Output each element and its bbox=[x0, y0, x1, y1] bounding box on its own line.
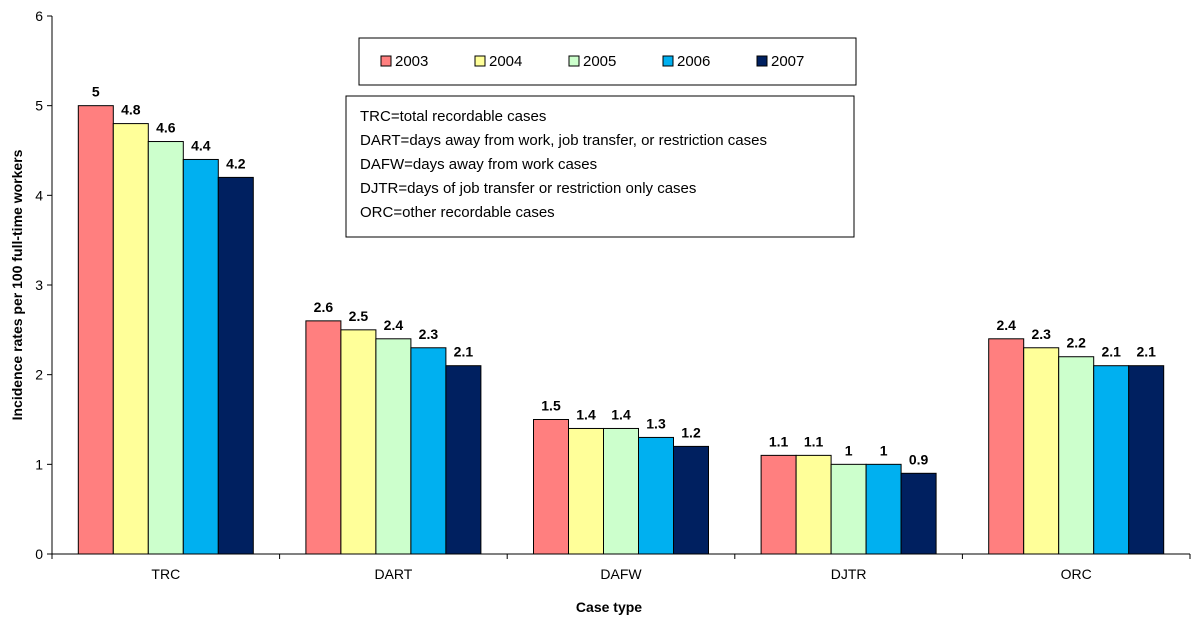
notes-box bbox=[345, 95, 855, 238]
y-axis-title: Incidence rates per 100 full-time worker… bbox=[9, 149, 25, 420]
data-label: 2.6 bbox=[314, 299, 334, 315]
legend-label: 2006 bbox=[677, 53, 710, 70]
data-label: 4.8 bbox=[121, 102, 141, 118]
legend-swatch-2005 bbox=[568, 55, 580, 67]
data-label: 1 bbox=[880, 442, 888, 458]
data-label: 2.1 bbox=[454, 344, 474, 360]
data-label: 2.4 bbox=[996, 317, 1016, 333]
bar-dafw-2006 bbox=[638, 436, 674, 555]
bar-orc-2005 bbox=[1058, 356, 1095, 555]
x-tick-label: DJTR bbox=[831, 566, 867, 582]
legend-swatch-2004 bbox=[474, 55, 486, 67]
x-tick-label: TRC bbox=[151, 566, 180, 582]
data-label: 0.9 bbox=[909, 451, 929, 467]
y-tick-label: 6 bbox=[35, 8, 43, 24]
bar-dart-2006 bbox=[410, 347, 447, 555]
note-line: TRC=total recordable cases bbox=[360, 108, 546, 125]
data-label: 1 bbox=[845, 442, 853, 458]
data-labels: 5 4.8 4.6 4.4 4.2 2.6 2.5 2.4 2.3 2.1 1.5 1.4 1.4 1.3… bbox=[92, 84, 1156, 468]
legend-label: 2003 bbox=[395, 53, 428, 70]
data-label: 1.2 bbox=[681, 424, 701, 440]
y-tick-label: 3 bbox=[35, 277, 43, 293]
x-axis-ticks: TRC DART DAFW DJTR ORC bbox=[51, 554, 1191, 582]
legend-swatch-2007 bbox=[756, 55, 768, 67]
data-label: 1.1 bbox=[769, 433, 789, 449]
x-tick-label: DART bbox=[374, 566, 412, 582]
data-label: 2.4 bbox=[384, 317, 404, 333]
bar-orc-2006 bbox=[1093, 365, 1130, 555]
note-line: DART=days away from work, job transfer, … bbox=[360, 132, 767, 149]
y-tick-label: 2 bbox=[35, 367, 43, 383]
x-axis-title: Case type bbox=[576, 599, 642, 615]
bar-series bbox=[77, 105, 1165, 555]
data-label: 1.4 bbox=[576, 406, 596, 422]
x-tick-label: ORC bbox=[1061, 566, 1092, 582]
legend-label: 2005 bbox=[583, 53, 616, 70]
bar-orc-2003 bbox=[988, 338, 1025, 555]
bar-trc-2003 bbox=[77, 105, 114, 555]
bar-dafw-2007 bbox=[673, 445, 709, 555]
bar-orc-2007 bbox=[1128, 365, 1165, 555]
abbreviation-notes: TRC=total recordable cases DART=days away… bbox=[345, 95, 855, 238]
note-line: ORC=other recordable cases bbox=[360, 204, 555, 221]
bar-dafw-2003 bbox=[533, 419, 569, 555]
data-label: 2.2 bbox=[1066, 335, 1086, 351]
bar-dafw-2005 bbox=[603, 427, 639, 555]
data-label: 1.5 bbox=[541, 398, 561, 414]
bar-dart-2004 bbox=[340, 329, 377, 555]
data-label: 2.1 bbox=[1101, 344, 1121, 360]
bar-djtr-2006 bbox=[865, 463, 902, 555]
y-tick-label: 4 bbox=[35, 187, 43, 203]
note-line: DJTR=days of job transfer or restriction… bbox=[360, 180, 696, 197]
x-tick-label: DAFW bbox=[600, 566, 642, 582]
legend-box bbox=[358, 37, 857, 86]
data-label: 1.4 bbox=[611, 406, 631, 422]
data-label: 4.6 bbox=[156, 120, 176, 136]
bar-dart-2003 bbox=[305, 320, 342, 555]
y-tick-label: 1 bbox=[35, 456, 43, 472]
bar-djtr-2003 bbox=[760, 454, 797, 555]
bar-djtr-2007 bbox=[900, 472, 937, 555]
bar-trc-2007 bbox=[217, 176, 254, 555]
note-line: DAFW=days away from work cases bbox=[360, 156, 597, 173]
legend-swatch-2006 bbox=[662, 55, 674, 67]
y-tick-label: 0 bbox=[35, 546, 43, 562]
legend-label: 2007 bbox=[771, 53, 804, 70]
bar-djtr-2005 bbox=[830, 463, 867, 555]
data-label: 2.3 bbox=[1031, 326, 1051, 342]
y-tick-label: 5 bbox=[35, 98, 43, 114]
bar-trc-2004 bbox=[112, 123, 149, 555]
bar-trc-2006 bbox=[182, 158, 219, 555]
legend-label: 2004 bbox=[489, 53, 522, 70]
bar-djtr-2004 bbox=[795, 454, 832, 555]
bar-dart-2005 bbox=[375, 338, 412, 555]
legend-swatch-2003 bbox=[380, 55, 392, 67]
bar-dafw-2004 bbox=[568, 427, 604, 555]
data-label: 2.3 bbox=[419, 326, 439, 342]
data-label: 4.2 bbox=[226, 155, 246, 171]
bar-trc-2005 bbox=[147, 141, 184, 555]
data-label: 2.1 bbox=[1136, 344, 1156, 360]
y-axis-ticks: 0 1 2 3 4 5 6 bbox=[35, 8, 52, 562]
data-label: 1.3 bbox=[646, 415, 666, 431]
data-label: 5 bbox=[92, 84, 100, 100]
legend: 2003 2004 2005 2006 2007 bbox=[358, 37, 857, 86]
bar-dart-2007 bbox=[445, 365, 482, 555]
data-label: 2.5 bbox=[349, 308, 369, 324]
data-label: 4.4 bbox=[191, 137, 211, 153]
data-label: 1.1 bbox=[804, 433, 824, 449]
bar-orc-2004 bbox=[1023, 347, 1060, 555]
